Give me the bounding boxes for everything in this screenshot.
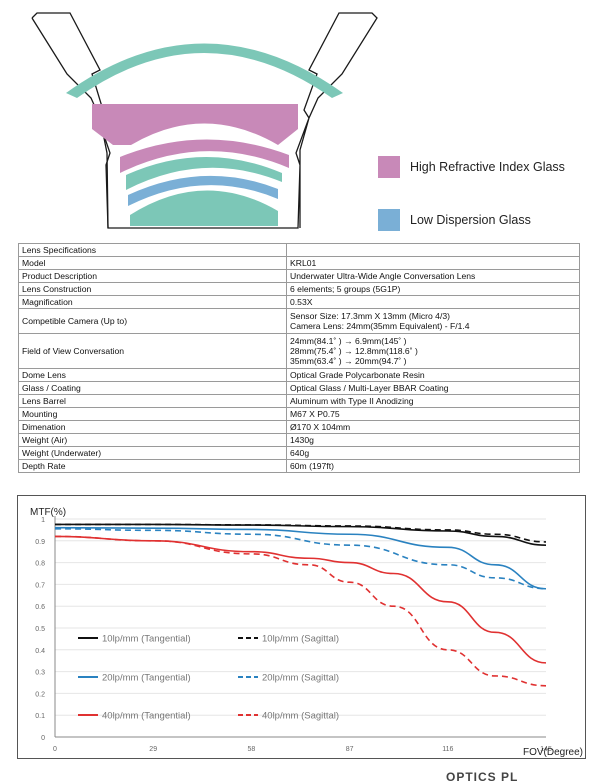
spec-row: Dome Lens Optical Grade Polycarbonate Res… xyxy=(18,368,580,382)
spec-row: Mounting M67 X P0.75 xyxy=(18,407,580,421)
y-tick-label: 0 xyxy=(41,735,45,742)
legend-label-6: 40lp/mm (Sagittal) xyxy=(262,711,339,722)
high-refractive-element-1 xyxy=(92,104,298,145)
series-line-6 xyxy=(54,535,547,687)
low-dispersion-element xyxy=(128,175,278,206)
teal-element-2 xyxy=(126,156,282,190)
spec-label: Glass / Coating xyxy=(18,381,287,395)
legend-label-3: 20lp/mm (Tangential) xyxy=(102,673,191,684)
legend-high-refractive-label: High Refractive Index Glass xyxy=(410,160,565,174)
spec-label: Weight (Underwater) xyxy=(18,446,287,460)
spec-row: Depth Rate 60m (197ft) xyxy=(18,459,580,473)
x-axis-label: FOV(Degree) xyxy=(523,747,583,758)
y-tick-label: 0.1 xyxy=(35,713,45,720)
spec-label: Competible Camera (Up to) xyxy=(18,308,287,334)
spec-row: Dimenation Ø170 X 104mm xyxy=(18,420,580,434)
spec-value: Optical Grade Polycarbonate Resin xyxy=(286,368,580,382)
swatch-high-refractive xyxy=(378,156,400,178)
spec-row: Lens Barrel Aluminum with Type II Anodizi… xyxy=(18,394,580,408)
spec-label: Dimenation xyxy=(18,420,287,434)
spec-label: Depth Rate xyxy=(18,459,287,473)
series-line-1 xyxy=(55,523,547,546)
spec-value: Ø170 X 104mm xyxy=(286,420,580,434)
spec-row: Model KRL01 xyxy=(18,256,580,270)
spec-value: 1430g xyxy=(286,433,580,447)
y-tick-label: 0.3 xyxy=(35,670,45,677)
spec-header-empty xyxy=(286,243,580,257)
spec-label: Lens Barrel xyxy=(18,394,287,408)
x-tick-label: 29 xyxy=(149,746,157,753)
y-tick-label: 0.4 xyxy=(35,648,45,655)
series-line-3 xyxy=(54,526,547,590)
lens-specifications-table: Lens Specifications Model KRL01 Product De… xyxy=(18,243,580,473)
spec-header-row: Lens Specifications xyxy=(18,243,580,257)
spec-label: Product Description xyxy=(18,269,287,283)
spec-value: Aluminum with Type II Anodizing xyxy=(286,394,580,408)
mtf-chart-panel: 0 0.1 0.2 0.3 0.4 0.5 0.6 0.7 0.8 0.9 1 0 29 58 87 116 1… xyxy=(17,495,586,759)
spec-label: Model xyxy=(18,256,287,270)
rear-element xyxy=(130,190,278,226)
y-tick-label: 0.2 xyxy=(35,691,45,698)
dome-lens xyxy=(66,43,343,98)
spec-label: Dome Lens xyxy=(18,368,287,382)
lens-cross-section-diagram xyxy=(31,12,378,229)
x-tick-label: 116 xyxy=(442,746,453,753)
x-tick-label: 87 xyxy=(346,746,354,753)
spec-label: Magnification xyxy=(18,295,287,309)
legend-low-dispersion: Low Dispersion Glass xyxy=(378,209,531,231)
brand-logo: OPTICS PL xyxy=(446,770,519,784)
spec-row: Field of View Conversation 24mm(84.1˚ ) →… xyxy=(18,333,580,369)
spec-value: 0.53X xyxy=(286,295,580,309)
y-tick-label: 0.5 xyxy=(35,626,45,633)
spec-label: Mounting xyxy=(18,407,287,421)
legend-low-dispersion-label: Low Dispersion Glass xyxy=(410,213,531,227)
spec-row: Competible Camera (Up to) Sensor Size: 17… xyxy=(18,308,580,334)
spec-value: 6 elements; 5 groups (5G1P) xyxy=(286,282,580,296)
y-tick-label: 0.6 xyxy=(35,604,45,611)
y-tick-label: 0.8 xyxy=(35,561,45,568)
spec-value: Optical Glass / Multi-Layer BBAR Coating xyxy=(286,381,580,395)
spec-label: Field of View Conversation xyxy=(18,333,287,369)
spec-value: Underwater Ultra-Wide Angle Conversation… xyxy=(286,269,580,283)
high-refractive-element-2 xyxy=(120,139,289,173)
swatch-low-dispersion xyxy=(378,209,400,231)
spec-row: Magnification 0.53X xyxy=(18,295,580,309)
spec-value: KRL01 xyxy=(286,256,580,270)
legend-high-refractive: High Refractive Index Glass xyxy=(378,156,565,178)
spec-row: Product Description Underwater Ultra-Wide… xyxy=(18,269,580,283)
x-tick-label: 58 xyxy=(248,746,256,753)
y-tick-label: 1 xyxy=(41,517,45,524)
spec-label: Weight (Air) xyxy=(18,433,287,447)
legend-label-1: 10lp/mm (Tangential) xyxy=(102,634,191,645)
y-axis-label: MTF(%) xyxy=(30,507,66,518)
legend-label-5: 40lp/mm (Tangential) xyxy=(102,711,191,722)
spec-value: Sensor Size: 17.3mm X 13mm (Micro 4/3) C… xyxy=(286,308,580,334)
spec-row: Lens Construction 6 elements; 5 groups (5… xyxy=(18,282,580,296)
series-line-4 xyxy=(54,528,547,590)
spec-header: Lens Specifications xyxy=(18,243,287,257)
spec-value: 24mm(84.1˚ ) → 6.9mm(145˚ ) 28mm(75.4˚ )… xyxy=(286,333,580,369)
legend-label-4: 20lp/mm (Sagittal) xyxy=(262,673,339,684)
spec-value: 60m (197ft) xyxy=(286,459,580,473)
y-tick-label: 0.7 xyxy=(35,582,45,589)
spec-value: 640g xyxy=(286,446,580,460)
legend-label-2: 10lp/mm (Sagittal) xyxy=(262,634,339,645)
mtf-chart: 0 0.1 0.2 0.3 0.4 0.5 0.6 0.7 0.8 0.9 1 0 29 58 87 116 1… xyxy=(30,507,583,758)
y-tick-label: 0.9 xyxy=(35,539,45,546)
spec-row: Glass / Coating Optical Glass / Multi-Lay… xyxy=(18,381,580,395)
spec-value: M67 X P0.75 xyxy=(286,407,580,421)
x-tick-label: 145 xyxy=(540,746,552,753)
spec-row: Weight (Air) 1430g xyxy=(18,433,580,447)
spec-row: Weight (Underwater) 640g xyxy=(18,446,580,460)
spec-label: Lens Construction xyxy=(18,282,287,296)
x-tick-label: 0 xyxy=(53,746,57,753)
